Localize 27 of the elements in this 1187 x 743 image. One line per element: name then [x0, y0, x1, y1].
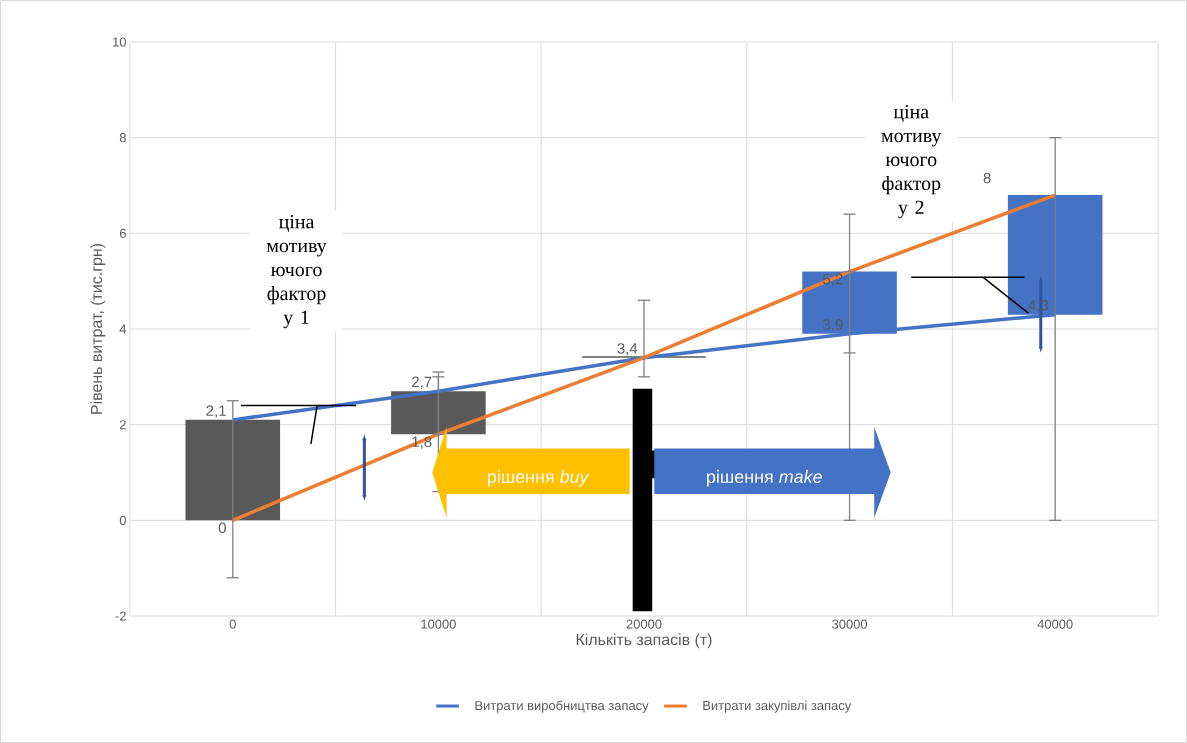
- data-label: 2,7: [412, 376, 432, 389]
- data-label: 3,4: [617, 343, 638, 356]
- y-axis-title: Рівень витрат, (тис.грн): [90, 243, 106, 414]
- annotation: ціна мотиву ючого фактор у 1: [266, 215, 327, 329]
- y-tick-label: 2: [119, 420, 126, 430]
- data-label: 3,9: [823, 319, 843, 332]
- x-tick-label: 30000: [832, 619, 868, 629]
- y-tick-label: 0: [119, 515, 126, 525]
- y-tick-label: 10: [113, 37, 126, 47]
- data-label: 2,1: [206, 405, 226, 418]
- data-label: 0: [218, 522, 226, 534]
- data-label: 4,3: [1028, 300, 1049, 313]
- legend-label: Витрати закупівлі запасу: [703, 700, 852, 713]
- annotation: ціна мотиву ючого фактор у 2: [881, 105, 942, 219]
- y-tick-label: 8: [119, 133, 126, 143]
- annotation: рішення make: [707, 469, 822, 487]
- legend-label: Витрати виробництва запасу: [475, 700, 649, 713]
- y-tick-label: -2: [115, 611, 126, 621]
- y-tick-label: 4: [119, 324, 127, 334]
- x-axis-title: Кількіть запасів (т): [576, 633, 712, 649]
- x-tick-label: 20000: [626, 619, 662, 629]
- x-tick-label: 10000: [421, 619, 456, 629]
- y-tick-label: 6: [119, 228, 126, 238]
- x-tick-label: 40000: [1037, 619, 1073, 629]
- annotation: рішення buy: [487, 469, 590, 487]
- annotation: 8: [983, 172, 991, 184]
- x-tick-label: 0: [229, 619, 236, 629]
